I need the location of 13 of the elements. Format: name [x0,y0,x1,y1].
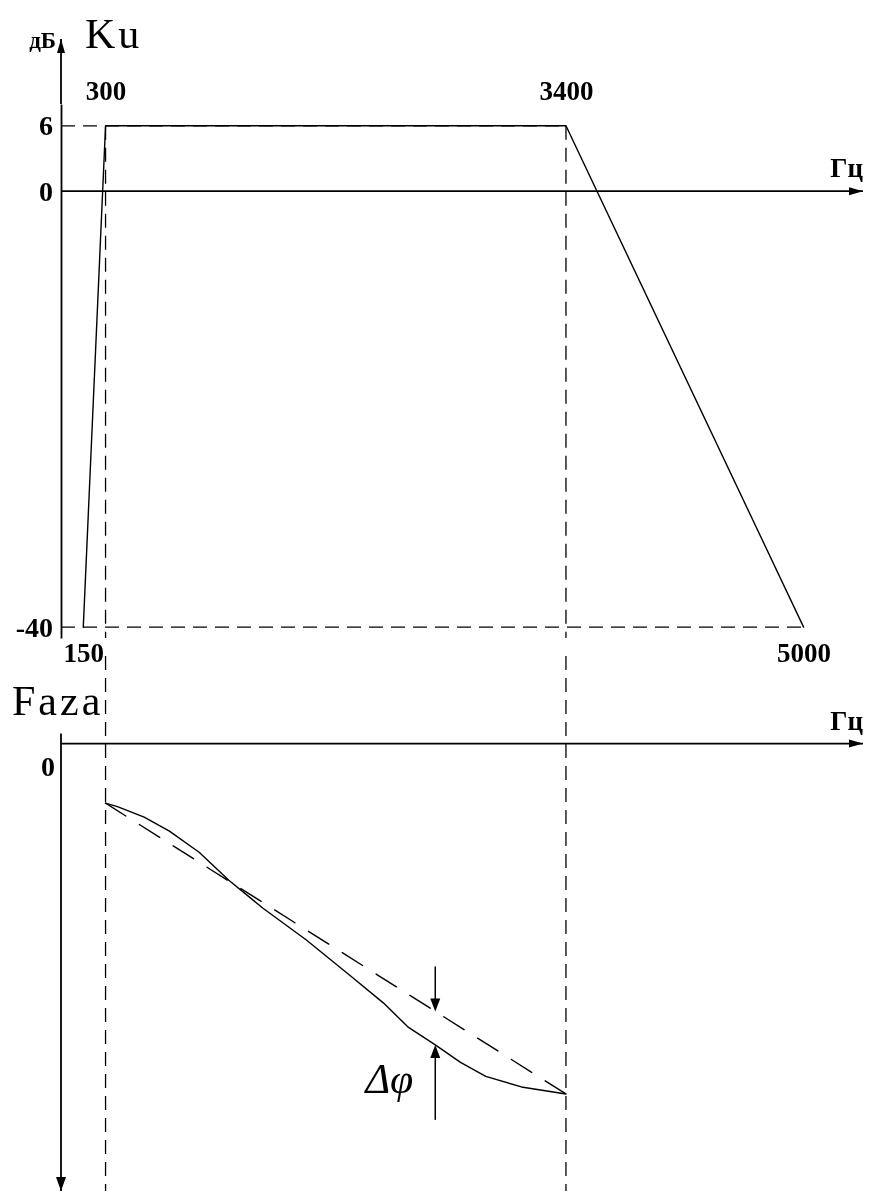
x-axis-title: Гц [830,705,864,736]
x-tick-label: 5000 [777,638,832,669]
y-tick-label: 0 [39,175,53,207]
x-tick-label: 150 [63,638,105,669]
chart-title: Ku [85,11,143,57]
chart-title: Faza [12,678,104,724]
x2-tick-label: 300 [85,76,127,106]
y-axis-title: дБ [29,28,56,53]
y-tick-label: 6 [39,110,53,142]
x2-tick-label: 3400 [539,76,594,106]
x-axis-title: Гц [830,153,864,184]
annotation: Δφ [363,1055,414,1102]
y-tick-label: -40 [15,611,53,643]
